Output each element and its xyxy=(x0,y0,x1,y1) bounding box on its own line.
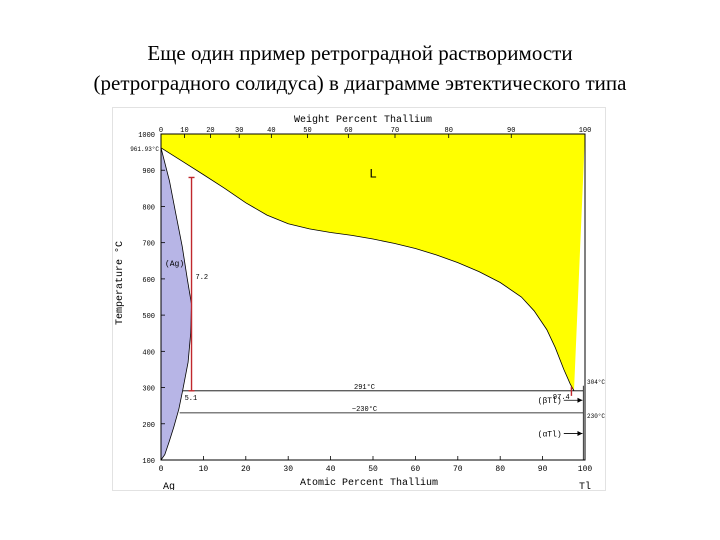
liquid-region-label: L xyxy=(369,166,377,181)
y-tick-label: 600 xyxy=(142,277,155,285)
bottom-tick-label: 80 xyxy=(495,465,505,474)
bottom-tick-label: 60 xyxy=(411,465,421,474)
right-element-label: Tl xyxy=(579,481,591,490)
y-tick-label: 900 xyxy=(142,168,155,176)
bottom-tick-label: 10 xyxy=(199,465,209,474)
top-tick-label: 30 xyxy=(235,127,243,135)
bottom-tick-label: 30 xyxy=(283,465,293,474)
top-tick-label: 20 xyxy=(206,127,214,135)
beta-tl-label: (βTl) xyxy=(538,397,562,406)
y-tick-label: 200 xyxy=(142,422,155,430)
beta-tl-arrow-head xyxy=(577,397,583,403)
solvus-max-label: 7.2 xyxy=(196,274,209,282)
top-tick-label: 10 xyxy=(180,127,188,135)
bottom-tick-label: 20 xyxy=(241,465,251,474)
top-tick-label: 50 xyxy=(303,127,311,135)
top-tick-label: 80 xyxy=(445,127,453,135)
y-tick-label: 700 xyxy=(142,241,155,249)
liquidus-line xyxy=(160,147,575,391)
y-tick-label: 100 xyxy=(142,458,155,466)
tl-transition-label: 230°C xyxy=(587,413,605,420)
top-tick-label: 70 xyxy=(391,127,399,135)
top-tick-label: 100 xyxy=(579,127,592,135)
ag-solvus-line xyxy=(160,390,183,461)
ag-region-label: (Ag) xyxy=(165,260,184,269)
top-tick-label: 0 xyxy=(159,127,163,135)
top-tick-label: 60 xyxy=(344,127,352,135)
y-tick-label: 800 xyxy=(142,204,155,212)
eutectoid-temperature-label: ~230°C xyxy=(352,405,377,414)
eutectic-liquid-label: 97.4 xyxy=(553,394,570,402)
bottom-tick-label: 90 xyxy=(538,465,548,474)
y-tick-label: 1000 xyxy=(138,132,155,140)
bottom-tick-label: 0 xyxy=(159,465,164,474)
tl-melting-label: 304°C xyxy=(587,379,605,386)
ag-melting-label: 961.93°C xyxy=(130,146,159,153)
top-tick-label: 40 xyxy=(267,127,275,135)
bottom-tick-label: 100 xyxy=(578,465,593,474)
alpha-tl-label: (αTl) xyxy=(538,431,562,440)
phase-diagram-figure: 0 10 20 30 40 50 60 70 80 90 100 0 10 20 30 40 50 60 70 80 9… xyxy=(113,108,605,493)
y-tick-label: 500 xyxy=(142,313,155,321)
slide-title-line-2: (ретроградного солидуса) в диаграмме эвт… xyxy=(93,71,627,95)
eutectic-temperature-label: 291°C xyxy=(354,383,375,392)
bottom-axis-label: Atomic Percent Thallium xyxy=(300,477,438,489)
bottom-tick-label: 40 xyxy=(326,465,336,474)
phase-diagram: 0 10 20 30 40 50 60 70 80 90 1000 10 20 30 40 50 60 70 80 9… xyxy=(113,108,605,493)
slide-title-line-1: Еще один пример ретроградной растворимос… xyxy=(147,41,573,65)
alpha-tl-arrow-head xyxy=(577,431,583,437)
y-tick-label: 400 xyxy=(142,349,155,357)
ag-solidus-line xyxy=(160,147,192,391)
ag-solid-solution-region xyxy=(161,147,192,460)
y-tick-label: 300 xyxy=(142,386,155,394)
liquid-region xyxy=(161,134,585,391)
eutectic-solid-label: 5.1 xyxy=(185,395,198,403)
top-tick-label: 90 xyxy=(507,127,515,135)
bottom-tick-label: 70 xyxy=(453,465,463,474)
top-axis-label: Weight Percent Thallium xyxy=(294,114,432,126)
slide-title: Еще один пример ретроградной растворимос… xyxy=(0,38,720,98)
bottom-tick-label: 50 xyxy=(368,465,378,474)
left-element-label: Ag xyxy=(163,482,175,490)
y-axis-label: Temperature °C xyxy=(114,241,126,325)
